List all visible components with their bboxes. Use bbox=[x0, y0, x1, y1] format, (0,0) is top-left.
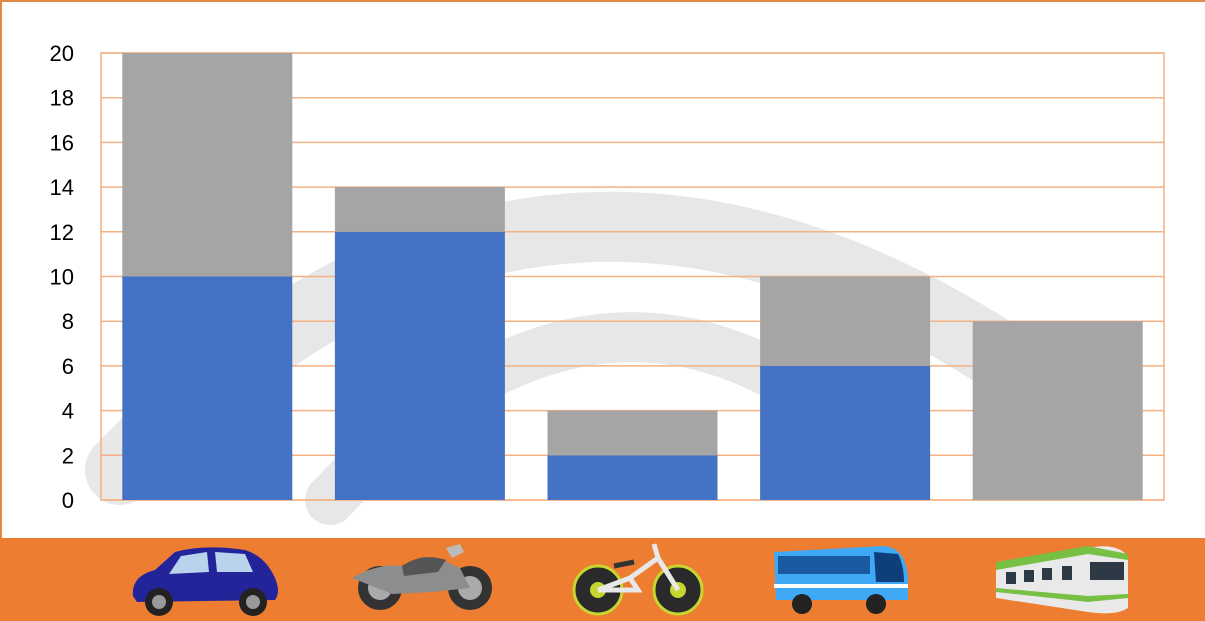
bar-train-segment-2 bbox=[972, 321, 1143, 500]
bar-bus-segment-1 bbox=[760, 365, 931, 500]
y-tick-label: 20 bbox=[50, 41, 74, 66]
y-tick-label: 4 bbox=[62, 399, 74, 424]
y-tick-label: 6 bbox=[62, 354, 74, 379]
bar-bicycle-segment-2 bbox=[547, 410, 718, 456]
bar-car-segment-2 bbox=[122, 53, 293, 277]
bicycle-icon bbox=[572, 543, 704, 616]
motorcycle-icon bbox=[352, 544, 492, 610]
y-tick-label: 12 bbox=[50, 220, 74, 245]
y-tick-label: 18 bbox=[50, 86, 74, 111]
y-tick-label: 8 bbox=[62, 309, 74, 334]
bar-motorcycle-segment-2 bbox=[334, 187, 505, 232]
y-tick-label: 0 bbox=[62, 488, 74, 513]
bar-car-segment-1 bbox=[122, 276, 293, 500]
bar-bicycle-segment-1 bbox=[547, 455, 718, 500]
vehicle-icon-strip bbox=[0, 538, 1205, 621]
y-tick-label: 10 bbox=[50, 265, 74, 290]
bar-bus-segment-2 bbox=[760, 276, 931, 366]
y-axis: 0 2 4 6 8 10 12 14 16 18 20 bbox=[50, 41, 74, 513]
bus-icon bbox=[774, 546, 908, 614]
train-icon bbox=[996, 546, 1128, 614]
bars bbox=[122, 53, 1143, 501]
bar-motorcycle-segment-1 bbox=[334, 231, 505, 501]
stacked-bar-chart: 0 2 4 6 8 10 12 14 16 18 20 bbox=[50, 41, 1165, 525]
y-tick-label: 16 bbox=[50, 130, 74, 155]
y-tick-label: 2 bbox=[62, 443, 74, 468]
y-tick-label: 14 bbox=[50, 175, 74, 200]
car-icon bbox=[132, 547, 278, 616]
